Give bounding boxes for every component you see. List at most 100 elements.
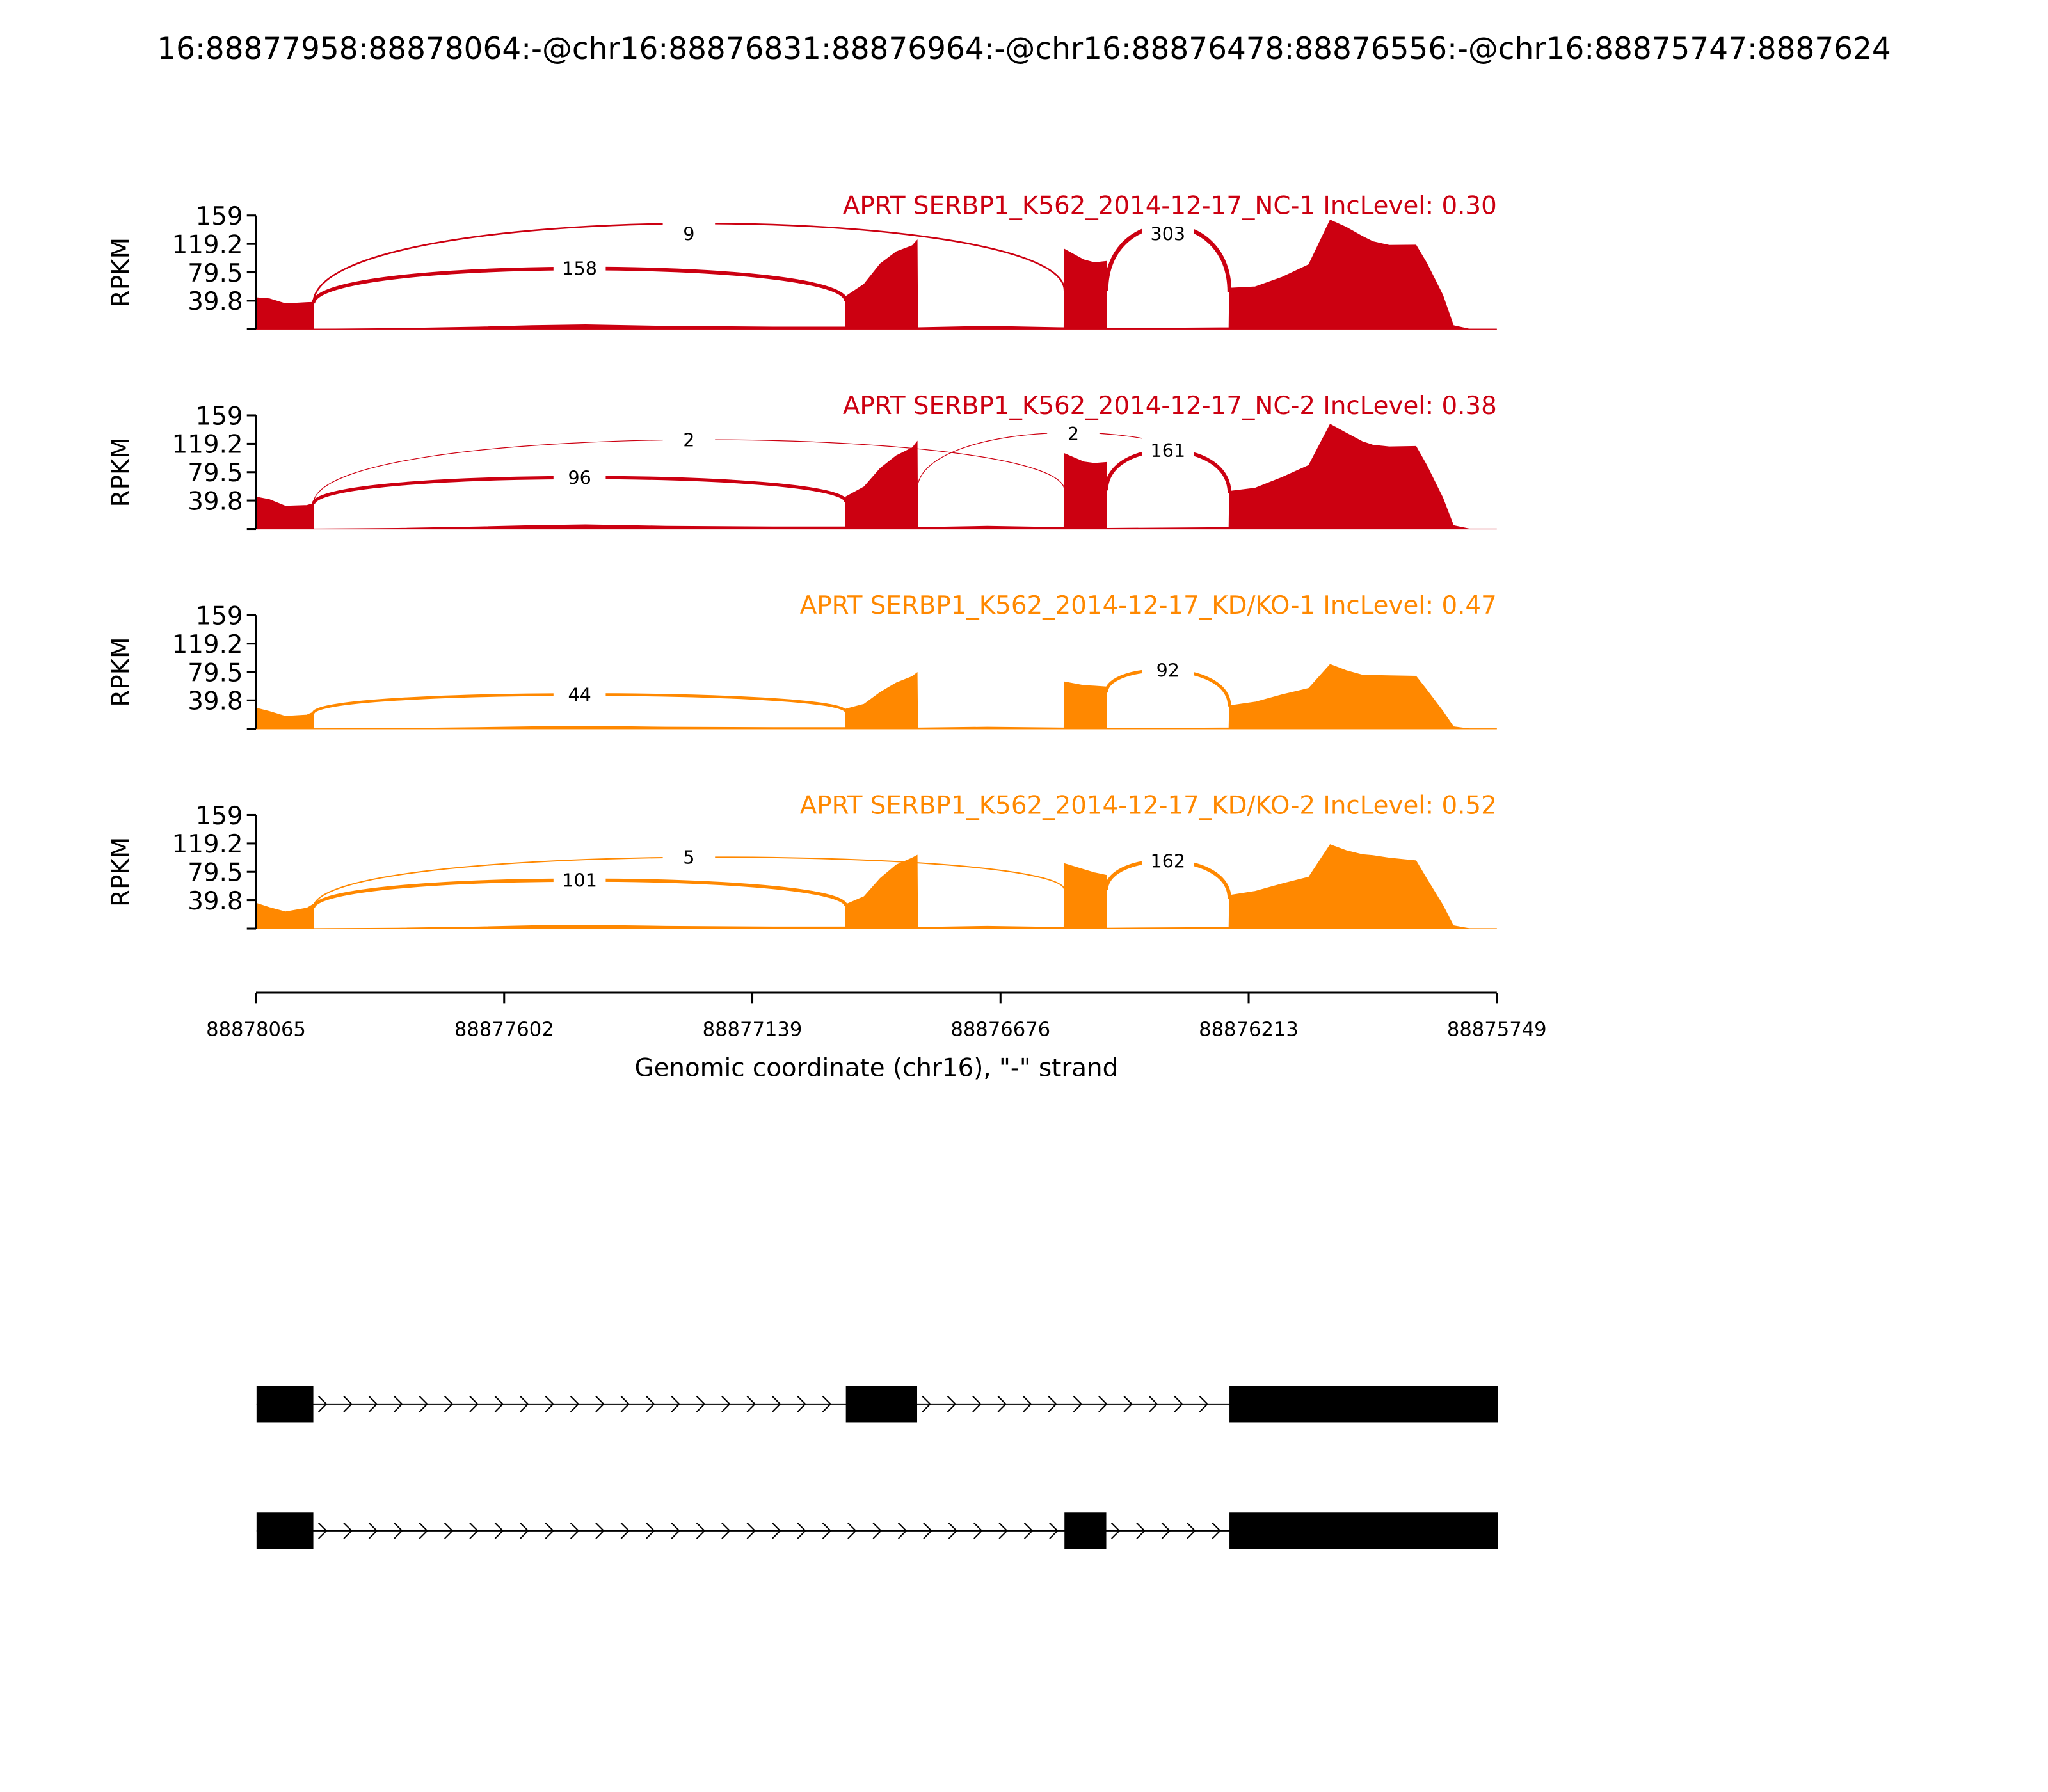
strand-chevron-icon — [721, 1395, 731, 1412]
sample-label: APRT SERBP1_K562_2014-12-17_KD/KO-2 IncL… — [800, 791, 1497, 820]
strand-chevron-icon — [847, 1522, 857, 1539]
coverage-area — [255, 220, 1497, 330]
x-axis-label: Genomic coordinate (chr16), "-" strand — [635, 1054, 1119, 1083]
junction-count-label: 92 — [1156, 660, 1180, 682]
strand-chevron-icon — [1049, 1522, 1059, 1539]
junction-label-box — [662, 220, 716, 244]
strand-chevron-icon — [746, 1522, 756, 1539]
strand-chevron-icon — [696, 1395, 706, 1412]
x-tick-label: 88877139 — [703, 1018, 803, 1041]
y-tick-label: 119.2 — [172, 630, 243, 659]
coverage-area — [255, 844, 1497, 929]
strand-chevron-icon — [923, 1522, 932, 1539]
transcript-1 — [256, 1386, 1498, 1423]
junction-count-label: 303 — [1151, 223, 1186, 245]
junction-labels: 44 92 — [553, 657, 1194, 705]
strand-chevron-icon — [469, 1395, 479, 1412]
strand-chevron-icon — [570, 1522, 580, 1539]
strand-chevron-icon — [368, 1522, 378, 1539]
strand-chevron-icon — [1161, 1522, 1171, 1539]
x-tick-label: 88875749 — [1447, 1018, 1547, 1041]
junction-count-label: 101 — [562, 869, 597, 891]
coverage-area — [255, 424, 1497, 530]
y-tick-label: 159 — [196, 402, 243, 431]
junction-label-box — [1141, 220, 1194, 244]
junction-label-box — [662, 426, 716, 451]
exon-block — [1229, 1386, 1498, 1423]
strand-chevron-icon — [595, 1522, 605, 1539]
strand-chevron-icon — [671, 1395, 680, 1412]
sample-label: APRT SERBP1_K562_2014-12-17_NC-1 IncLeve… — [843, 192, 1497, 221]
strand-chevron-icon — [343, 1395, 353, 1412]
strand-chevron-icon — [394, 1522, 403, 1539]
strand-chevron-icon — [545, 1395, 554, 1412]
strand-chevron-icon — [1073, 1395, 1083, 1412]
strand-chevron-icon — [1098, 1395, 1108, 1412]
y-tick-label: 159 — [196, 802, 243, 831]
strand-chevron-icon — [520, 1522, 529, 1539]
y-axis-label: RPKM — [107, 637, 136, 707]
junction-label-box — [553, 464, 606, 488]
junction-labels: 96 2 2 161 — [553, 420, 1194, 488]
strand-chevron-icon — [469, 1522, 479, 1539]
sample-label: APRT SERBP1_K562_2014-12-17_NC-2 IncLeve… — [843, 392, 1497, 420]
exon-block — [845, 1386, 918, 1423]
junction-label-box — [553, 681, 606, 705]
junction-label-box — [1047, 420, 1100, 444]
junction-label-box — [662, 844, 716, 868]
junction-count-label: 161 — [1151, 440, 1186, 461]
coverage-area — [255, 664, 1497, 730]
strand-chevron-icon — [444, 1395, 454, 1412]
exon-block — [256, 1512, 314, 1549]
junction-label-box — [1141, 847, 1194, 872]
plot-title: 16:88877958:88878064:-@chr16:88876831:88… — [157, 31, 1891, 67]
transcript-2 — [256, 1512, 1498, 1549]
strand-chevron-icon — [897, 1522, 908, 1539]
strand-chevron-icon — [822, 1522, 832, 1539]
strand-chevron-icon — [797, 1395, 806, 1412]
y-tick-label: 159 — [196, 202, 243, 231]
y-axis-label: RPKM — [107, 837, 136, 907]
gene-model — [256, 1386, 1498, 1549]
strand-chevron-icon — [318, 1395, 328, 1412]
strand-chevron-icon — [822, 1395, 832, 1412]
y-axis-label: RPKM — [107, 237, 136, 307]
strand-chevron-icon — [972, 1395, 982, 1412]
junction-count-label: 96 — [568, 467, 591, 488]
strand-chevron-icon — [771, 1522, 781, 1539]
strand-chevron-icon — [394, 1395, 403, 1412]
exon-block — [1064, 1512, 1107, 1549]
strand-chevron-icon — [671, 1522, 680, 1539]
strand-chevron-icon — [771, 1395, 781, 1412]
strand-chevron-icon — [721, 1522, 731, 1539]
strand-chevron-icon — [494, 1522, 504, 1539]
x-tick-label: 88877602 — [454, 1018, 554, 1041]
junction-count-label: 158 — [562, 258, 597, 280]
y-tick-label: 119.2 — [172, 230, 243, 259]
y-tick-label: 39.8 — [188, 487, 243, 516]
y-tick-label: 79.5 — [188, 859, 243, 888]
y-tick-label: 159 — [196, 602, 243, 631]
y-tick-label: 79.5 — [188, 259, 243, 288]
strand-chevron-icon — [419, 1522, 428, 1539]
strand-chevron-icon — [595, 1395, 605, 1412]
x-axis: 88878065 88877602 88877139 88876676 88876213… — [206, 991, 1547, 1041]
y-tick-label: 119.2 — [172, 431, 243, 460]
strand-chevron-icon — [343, 1522, 353, 1539]
y-tick-label: 39.8 — [188, 287, 243, 316]
junction-labels: 101 5 162 — [553, 844, 1194, 891]
y-axis-label: RPKM — [107, 437, 136, 507]
strand-chevron-icon — [922, 1395, 931, 1412]
y-tick-label: 119.2 — [172, 830, 243, 859]
strand-chevron-icon — [318, 1522, 328, 1539]
strand-chevron-icon — [948, 1522, 958, 1539]
junction-label-box — [553, 255, 606, 279]
strand-chevron-icon — [997, 1395, 1007, 1412]
junction-count-label: 5 — [683, 847, 694, 868]
junction-label-box — [1141, 437, 1194, 461]
strand-chevron-icon — [444, 1522, 454, 1539]
